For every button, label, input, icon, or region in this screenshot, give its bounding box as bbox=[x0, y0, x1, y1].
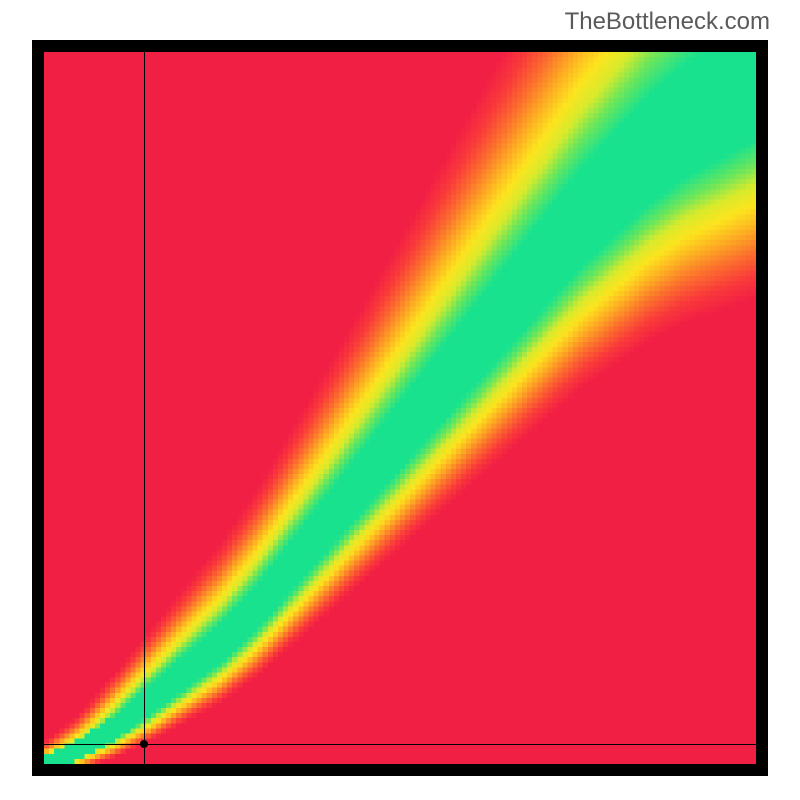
watermark-text: TheBottleneck.com bbox=[565, 8, 770, 36]
bottleneck-heatmap bbox=[44, 52, 756, 764]
heatmap-plot-area bbox=[44, 52, 756, 764]
heatmap-frame bbox=[32, 40, 768, 776]
crosshair-marker-dot bbox=[140, 740, 148, 748]
crosshair-vertical-line bbox=[144, 52, 145, 764]
crosshair-horizontal-line bbox=[44, 744, 756, 745]
